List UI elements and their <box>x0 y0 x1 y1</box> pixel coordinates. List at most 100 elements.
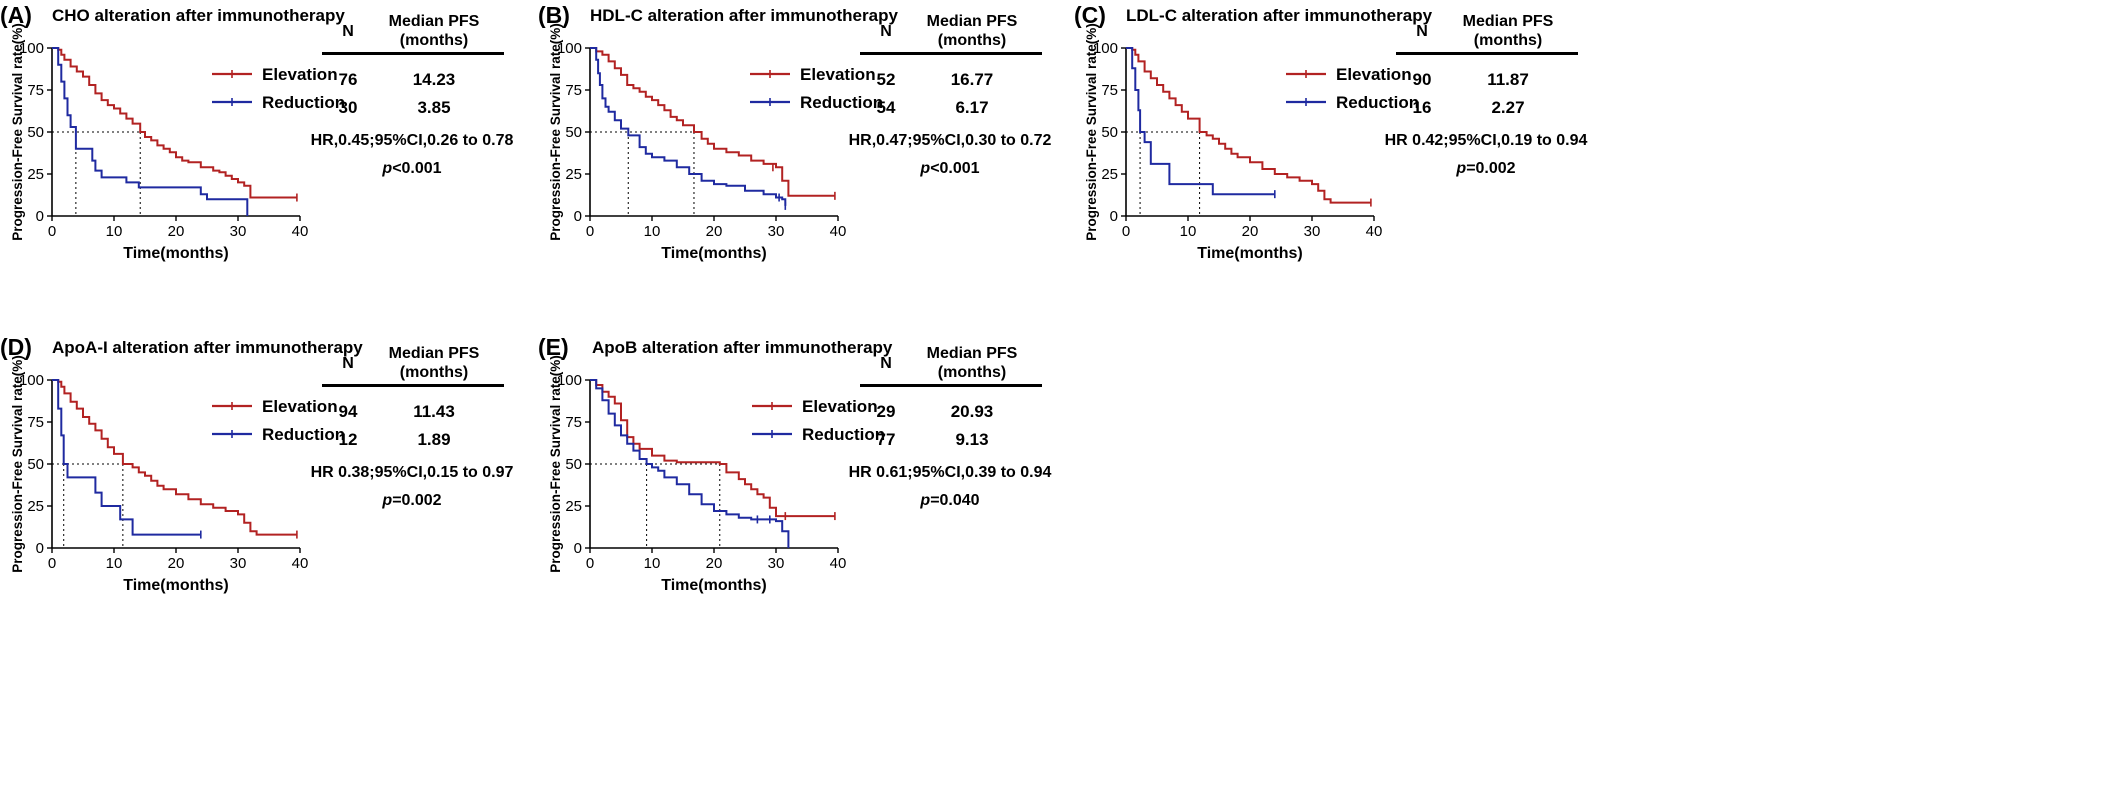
legend-label-reduction: Reduction <box>262 425 345 444</box>
table-header-median-pfs: Median PFS (months) <box>388 13 480 49</box>
y-tick-label: 25 <box>27 166 44 183</box>
x-tick-label: 40 <box>1366 223 1383 240</box>
cell-n-reduction: 30 <box>338 98 358 117</box>
hazard-ratio-text: HR,0.47;95%CI,0.30 to 0.72 <box>848 132 1052 149</box>
y-tick-label: 75 <box>1101 82 1118 99</box>
cell-median-elevation: 14.23 <box>412 70 456 89</box>
panel-label: (C) <box>1074 2 1106 28</box>
cell-n-reduction: 16 <box>1412 98 1432 117</box>
cell-n-elevation: 76 <box>338 70 358 89</box>
cell-n-elevation: 90 <box>1412 70 1432 89</box>
legend-label-reduction: Reduction <box>1336 93 1419 112</box>
chart-panel: (B) HDL-C alteration after immunotherapy 0… <box>538 0 1258 350</box>
table-header-n: N <box>1416 23 1428 40</box>
y-tick-label: 50 <box>565 456 582 473</box>
y-tick-label: 100 <box>1093 40 1118 57</box>
y-tick-label: 0 <box>1110 208 1118 225</box>
x-axis-title: Time(months) <box>661 245 766 262</box>
legend-label-elevation: Elevation <box>1336 65 1412 84</box>
y-axis-title: Progression-Free Survival rate(%) <box>1084 23 1099 241</box>
km-plot: 0 10 20 30 40 0 25 50 75 100 Time(months) Progressi… <box>1084 23 1419 262</box>
x-tick-label: 10 <box>644 223 661 240</box>
p-value: <0.001 <box>392 160 442 177</box>
p-symbol: p <box>920 160 931 177</box>
table-header-n: N <box>342 23 354 40</box>
x-tick-label: 10 <box>1180 223 1197 240</box>
legend-label-elevation: Elevation <box>802 397 878 416</box>
x-tick-label: 30 <box>768 555 785 572</box>
table-header-n: N <box>880 23 892 40</box>
y-tick-label: 25 <box>565 498 582 515</box>
y-tick-label: 50 <box>1101 124 1118 141</box>
p-symbol: p <box>382 160 393 177</box>
x-tick-label: 30 <box>230 223 247 240</box>
chart-title: CHO alteration after immunotherapy <box>52 6 345 25</box>
p-value: =0.040 <box>930 492 980 509</box>
p-value-text: p<0.001 <box>282 160 542 178</box>
table-header-median-pfs: Median PFS (months) <box>926 13 1018 49</box>
p-symbol: p <box>920 492 931 509</box>
table-header-rule <box>860 384 1042 387</box>
legend-label-elevation: Elevation <box>262 65 338 84</box>
panel-label: (A) <box>0 2 32 28</box>
chart-panel: (A) CHO alteration after immunotherapy 0 10… <box>0 0 720 350</box>
survival-curve-elevation <box>590 379 835 518</box>
y-axis-title: Progression-Free Survival rate(%) <box>548 355 563 573</box>
chart-panel: (E) ApoB alteration after immunotherapy 0 1… <box>538 332 1258 682</box>
panel-label: (B) <box>538 2 570 28</box>
chart-panel: (D) ApoA-I alteration after immunotherapy… <box>0 332 720 682</box>
x-tick-label: 0 <box>48 223 56 240</box>
y-tick-label: 100 <box>557 40 582 57</box>
y-tick-label: 75 <box>27 82 44 99</box>
cell-median-elevation: 16.77 <box>950 70 994 89</box>
y-tick-label: 100 <box>19 372 44 389</box>
y-tick-label: 25 <box>565 166 582 183</box>
cell-median-reduction: 3.85 <box>417 98 451 117</box>
p-symbol: p <box>382 492 393 509</box>
y-tick-label: 0 <box>36 208 44 225</box>
y-tick-label: 75 <box>565 82 582 99</box>
cell-median-reduction: 6.17 <box>955 98 989 117</box>
x-tick-label: 40 <box>830 223 847 240</box>
km-plot: 0 10 20 30 40 0 25 50 75 100 Time(months) Progressi… <box>10 23 345 262</box>
chart-title: LDL-C alteration after immunotherapy <box>1126 6 1433 25</box>
survival-curve-reduction <box>1126 47 1275 196</box>
x-tick-label: 20 <box>706 555 723 572</box>
survival-curve-elevation <box>590 47 835 197</box>
y-tick-label: 75 <box>27 414 44 431</box>
legend-label-elevation: Elevation <box>800 65 876 84</box>
survival-curve-elevation <box>52 379 297 536</box>
table-header-median-pfs: Median PFS (months) <box>926 345 1018 381</box>
survival-curve-elevation <box>52 47 297 199</box>
survival-curve-reduction <box>52 379 201 536</box>
table-header-rule <box>322 52 504 55</box>
x-axis-title: Time(months) <box>123 577 228 594</box>
p-value: =0.002 <box>1466 160 1516 177</box>
x-tick-label: 20 <box>168 555 185 572</box>
p-value-text: p=0.002 <box>282 492 542 510</box>
x-tick-label: 0 <box>1122 223 1130 240</box>
p-value: =0.002 <box>392 492 442 509</box>
x-tick-label: 20 <box>706 223 723 240</box>
y-tick-label: 0 <box>574 208 582 225</box>
x-tick-label: 40 <box>292 223 309 240</box>
x-tick-label: 40 <box>830 555 847 572</box>
chart-title: HDL-C alteration after immunotherapy <box>590 6 898 25</box>
x-tick-label: 20 <box>1242 223 1259 240</box>
x-tick-label: 40 <box>292 555 309 572</box>
hazard-ratio-text: HR,0.45;95%CI,0.26 to 0.78 <box>310 132 514 149</box>
km-plot: 0 10 20 30 40 0 25 50 75 100 Time(months) Progressi… <box>548 355 885 594</box>
x-tick-label: 0 <box>48 555 56 572</box>
y-tick-label: 0 <box>36 540 44 557</box>
y-tick-label: 50 <box>27 456 44 473</box>
table-header-rule <box>860 52 1042 55</box>
y-tick-label: 75 <box>565 414 582 431</box>
y-tick-label: 50 <box>565 124 582 141</box>
x-axis-title: Time(months) <box>123 245 228 262</box>
hazard-ratio-text: HR 0.42;95%CI,0.19 to 0.94 <box>1384 132 1588 149</box>
y-tick-label: 25 <box>1101 166 1118 183</box>
cell-median-reduction: 1.89 <box>417 430 451 449</box>
cell-median-elevation: 11.43 <box>413 402 455 421</box>
panel-label: (E) <box>538 334 569 360</box>
survival-curve-reduction <box>590 379 790 548</box>
